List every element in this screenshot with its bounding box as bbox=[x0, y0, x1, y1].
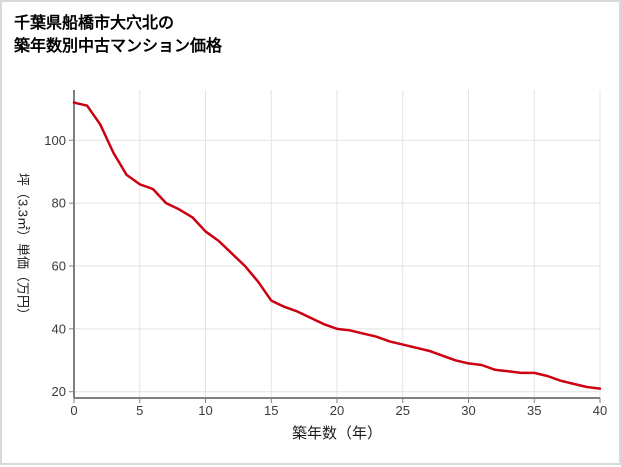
y-tick-label: 20 bbox=[52, 384, 66, 399]
x-tick-label: 0 bbox=[70, 403, 77, 418]
price-line bbox=[72, 101, 602, 390]
x-tick-label: 25 bbox=[396, 403, 410, 418]
y-tick-label: 100 bbox=[44, 133, 66, 148]
x-tick-label: 40 bbox=[593, 403, 607, 418]
y-tick-label: 60 bbox=[52, 259, 66, 274]
chart-title-line2: 築年数別中古マンション価格 bbox=[14, 38, 223, 56]
chart-title: 千葉県船橋市大穴北の 築年数別中古マンション価格 bbox=[14, 12, 222, 58]
y-axis-label: 坪（3.3㎡）単価（万円） bbox=[15, 172, 31, 322]
y-tick-label: 80 bbox=[52, 196, 66, 211]
x-tick-label: 15 bbox=[264, 403, 278, 418]
x-tick-label: 20 bbox=[330, 403, 344, 418]
x-tick-label: 35 bbox=[527, 403, 541, 418]
y-tick-label: 40 bbox=[52, 321, 66, 336]
chart-title-line1: 千葉県船橋市大穴北の bbox=[14, 15, 175, 32]
x-tick-label: 30 bbox=[461, 403, 475, 418]
x-tick-label: 5 bbox=[136, 403, 143, 418]
x-axis-label: 築年数（年） bbox=[291, 425, 382, 442]
x-tick-label: 10 bbox=[198, 403, 212, 418]
